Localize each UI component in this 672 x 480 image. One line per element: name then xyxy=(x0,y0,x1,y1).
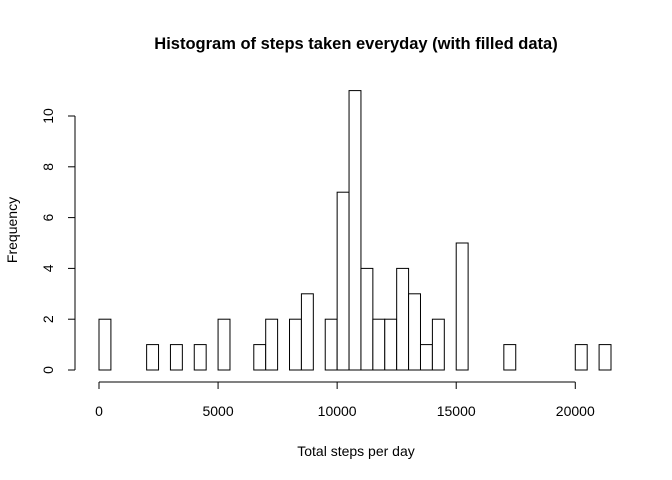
x-tick-label: 10000 xyxy=(318,403,357,419)
histogram-bar xyxy=(265,318,279,371)
histogram-bar xyxy=(253,344,267,371)
y-tick-label: 0 xyxy=(40,366,56,374)
histogram-bar xyxy=(419,344,433,371)
y-tick-label: 4 xyxy=(40,264,56,272)
x-tick-label: 15000 xyxy=(437,403,476,419)
histogram-bar xyxy=(289,318,302,371)
histogram-bar xyxy=(455,242,469,371)
x-axis: 0 5000 10000 15000 20000 xyxy=(95,381,595,419)
histogram-bar xyxy=(574,344,588,371)
x-axis-label: Total steps per day xyxy=(297,443,415,459)
y-axis: 0 2 4 6 8 10 xyxy=(40,108,76,374)
y-tick-label: 6 xyxy=(40,213,56,221)
histogram-bar xyxy=(372,318,386,371)
histogram-bar xyxy=(431,318,445,371)
histogram-bar xyxy=(217,318,231,371)
x-tick-label: 0 xyxy=(95,403,103,419)
y-tick-label: 2 xyxy=(40,315,56,323)
histogram-bar xyxy=(503,344,517,371)
x-tick-label: 5000 xyxy=(202,403,233,419)
histogram-bar xyxy=(396,267,410,371)
histogram-bar xyxy=(384,318,398,371)
histogram-bar xyxy=(146,344,160,371)
y-tick-label: 8 xyxy=(40,163,56,171)
histogram-bar xyxy=(98,318,112,371)
y-axis-label: Frequency xyxy=(4,197,20,263)
histogram-bar xyxy=(360,267,374,371)
histogram-bar xyxy=(348,90,362,371)
histogram-bar xyxy=(300,293,314,371)
y-tick-label: 10 xyxy=(40,108,56,124)
histogram-bar xyxy=(336,191,350,371)
x-tick-label: 20000 xyxy=(556,403,595,419)
histogram-bar xyxy=(324,318,338,371)
bars-group xyxy=(98,90,612,371)
chart-title: Histogram of steps taken everyday (with … xyxy=(154,35,557,53)
histogram-bar xyxy=(598,344,612,371)
histogram-bar xyxy=(169,344,183,371)
histogram-bar xyxy=(193,344,207,371)
histogram-bar xyxy=(408,293,421,371)
